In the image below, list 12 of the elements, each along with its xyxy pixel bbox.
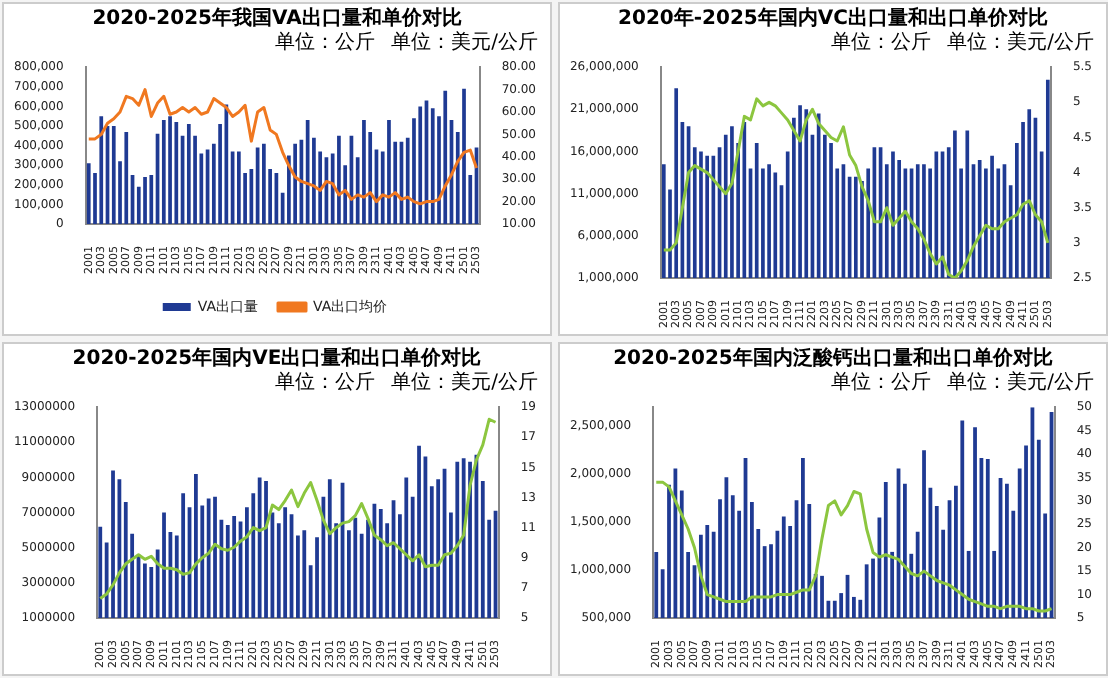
- text: 单位：公斤: [275, 372, 376, 394]
- chart-title: 2020-2025年国内VE出口量和出口单价对比: [70, 348, 484, 371]
- text: 单位：美元/公斤: [947, 32, 1094, 54]
- text: 单位：美元/公斤: [391, 32, 538, 54]
- text: 单位：公斤: [831, 372, 932, 394]
- chart-title: 2020-2025年国内泛酸钙出口量和出口单价对比: [611, 348, 1055, 371]
- chart-title: 2020年-2025年国内VC出口量和出口单价对比: [616, 8, 1050, 31]
- text: 单位：美元/公斤: [391, 372, 538, 394]
- text: 单位：美元/公斤: [947, 372, 1094, 394]
- chart-title: 2020-2025年我国VA出口量和单价对比: [90, 8, 464, 31]
- text: 单位：公斤: [831, 32, 932, 54]
- text: 单位：公斤: [275, 32, 376, 54]
